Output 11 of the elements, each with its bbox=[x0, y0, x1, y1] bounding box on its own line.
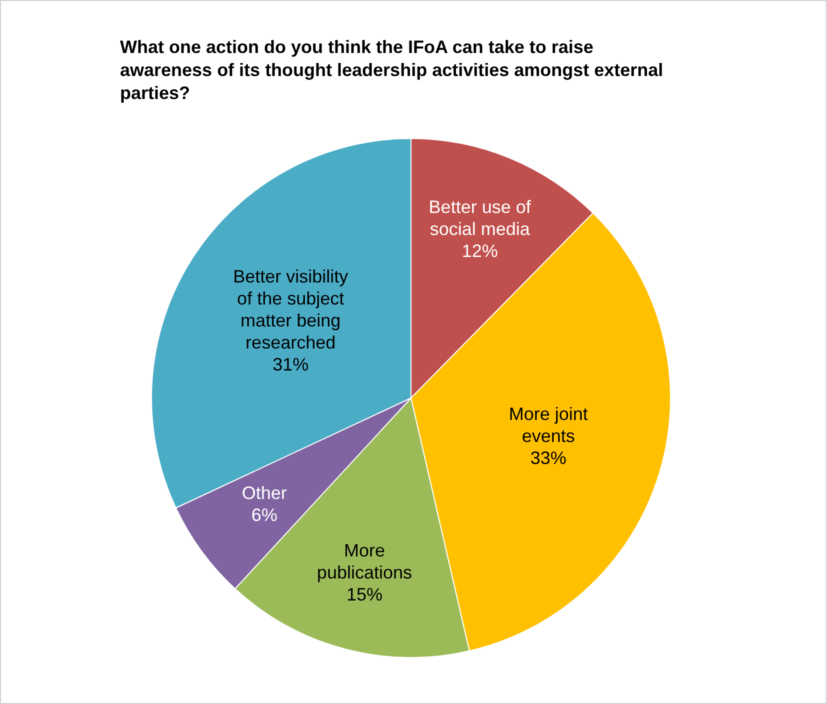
data-label: 12% bbox=[462, 240, 498, 261]
slice-label: More joint events bbox=[508, 404, 588, 446]
data-label: 15% bbox=[346, 584, 382, 605]
slice-label: Better visibility of the subject matter being researched bbox=[233, 266, 348, 352]
chart-title: What one action do you think the IFoA can take to raise awareness of its thought leadership activities amongst external parties? bbox=[120, 36, 664, 105]
slice-label: Better use of social media bbox=[428, 196, 532, 239]
slice-label: Other bbox=[242, 483, 287, 504]
data-label: 31% bbox=[272, 354, 309, 374]
data-label: 33% bbox=[530, 448, 566, 468]
slice-label: More publications bbox=[316, 540, 412, 583]
data-label: 6% bbox=[251, 505, 278, 526]
